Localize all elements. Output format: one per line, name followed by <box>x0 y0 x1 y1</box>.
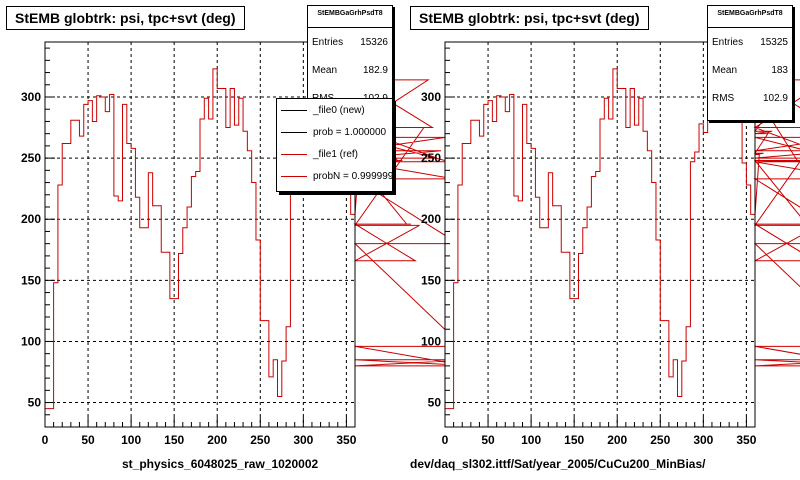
x-tick-label: 350 <box>736 433 756 447</box>
x-tick-label: 300 <box>293 433 313 447</box>
plot-frame <box>44 41 356 428</box>
stats-label: Entries <box>712 36 744 48</box>
stats-value: 182.9 <box>362 64 388 76</box>
legend-line-black <box>281 131 307 133</box>
x-tick-label: 200 <box>607 433 627 447</box>
stats-box: StEMBGaGrhPsdT8 Entries 15325 Mean 183 R… <box>707 5 793 121</box>
x-tick-label: 150 <box>564 433 584 447</box>
x-tick-label: 0 <box>442 433 449 447</box>
stats-label: Mean <box>312 64 338 76</box>
stats-row-mean: Mean 182.9 <box>308 56 392 84</box>
x-tick-label: 100 <box>521 433 541 447</box>
histogram-title: StEMB globtrk: psi, tpc+svt (deg) <box>410 6 649 30</box>
stats-value: 15325 <box>760 36 788 48</box>
stats-header: StEMBGaGrhPsdT8 <box>308 6 392 28</box>
y-tick-label: 100 <box>21 334 41 348</box>
x-tick-label: 150 <box>164 433 184 447</box>
run-caption: st_physics_6048025_raw_1020002 <box>122 457 319 471</box>
legend-line-red <box>281 153 307 155</box>
x-tick-label: 100 <box>121 433 141 447</box>
legend-label: _file1 (ref) <box>313 148 359 160</box>
y-tick-label: 50 <box>428 396 442 410</box>
y-tick-label: 150 <box>421 273 441 287</box>
x-tick-label: 50 <box>81 433 95 447</box>
legend-label: probN = 0.999999 <box>313 170 393 182</box>
legend-box: _file0 (new) prob = 1.000000 _file1 (ref… <box>276 98 393 192</box>
y-tick-label: 50 <box>28 396 42 410</box>
x-tick-label: 250 <box>250 433 270 447</box>
histogram-title: StEMB globtrk: psi, tpc+svt (deg) <box>6 6 245 30</box>
legend-entry-prob: prob = 1.000000 <box>277 121 392 143</box>
histogram-pad-left: 0 50 100 150 200 250 300 350 50 100 150 200 250 300 <box>21 41 480 447</box>
stats-label: RMS <box>712 92 735 104</box>
stats-row-entries: Entries 15326 <box>308 28 392 56</box>
y-tick-label: 100 <box>421 334 441 348</box>
y-tick-label: 250 <box>421 151 441 165</box>
x-tick-label: 300 <box>693 433 713 447</box>
stats-header: StEMBGaGrhPsdT8 <box>708 6 792 28</box>
y-tick-label: 300 <box>21 90 41 104</box>
x-tick-label: 0 <box>42 433 49 447</box>
stats-label: Entries <box>312 36 344 48</box>
y-tick-label: 250 <box>21 151 41 165</box>
legend-line-black <box>281 109 307 111</box>
legend-line-red <box>281 175 307 177</box>
histogram-pad-right: 0 50 100 150 200 250 300 350 50 100 150 200 250 300 <box>421 41 800 447</box>
stats-value: 15326 <box>360 36 388 48</box>
stats-value: 183 <box>771 64 788 76</box>
y-tick-label: 300 <box>421 90 441 104</box>
x-tick-label: 50 <box>481 433 495 447</box>
legend-label: _file0 (new) <box>313 104 365 116</box>
legend-label: prob = 1.000000 <box>313 126 387 138</box>
x-tick-label: 350 <box>336 433 356 447</box>
stats-row-mean: Mean 183 <box>708 56 792 84</box>
legend-entry-new: _file0 (new) <box>277 99 392 121</box>
plot-frame <box>444 41 756 428</box>
legend-entry-probn: probN = 0.999999 <box>277 165 392 187</box>
x-tick-label: 250 <box>650 433 670 447</box>
y-tick-label: 150 <box>21 273 41 287</box>
x-tick-label: 200 <box>207 433 227 447</box>
y-tick-label: 200 <box>421 212 441 226</box>
stats-value: 102.9 <box>762 92 788 104</box>
stats-label: Mean <box>712 64 738 76</box>
legend-entry-ref: _file1 (ref) <box>277 143 392 165</box>
dataset-caption: dev/daq_sl302.ittf/Sat/year_2005/CuCu200… <box>410 457 706 471</box>
y-tick-label: 200 <box>21 212 41 226</box>
stats-row-entries: Entries 15325 <box>708 28 792 56</box>
stats-row-rms: RMS 102.9 <box>708 84 792 112</box>
